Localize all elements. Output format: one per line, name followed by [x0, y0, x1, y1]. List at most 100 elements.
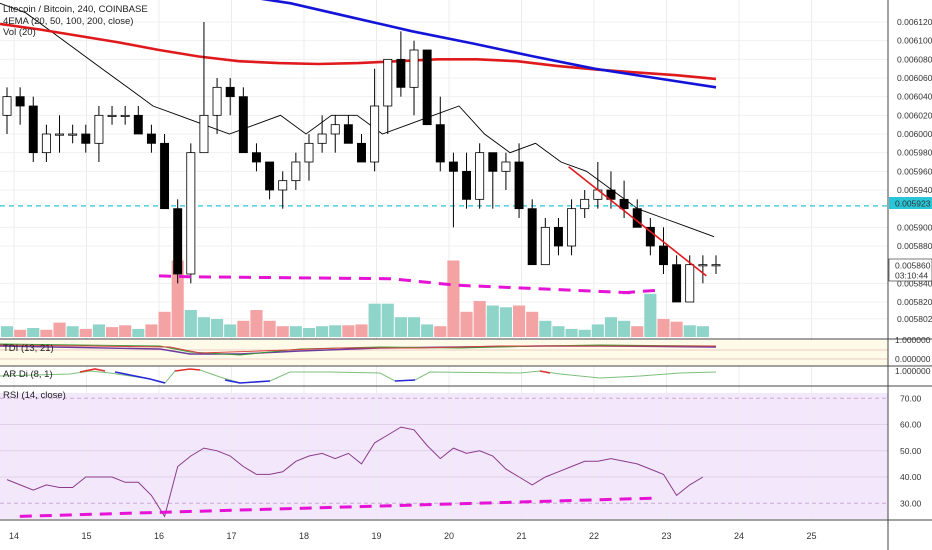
volume-bar	[66, 326, 79, 337]
candle	[567, 199, 577, 256]
candle-body	[553, 226, 563, 247]
candle	[540, 218, 550, 266]
candle-body	[527, 208, 537, 266]
candle-body	[488, 152, 498, 172]
volume-bars	[0, 260, 709, 337]
price-tick-label: 0.006120	[897, 17, 932, 27]
candle	[645, 218, 655, 256]
price-panel[interactable]	[0, 0, 888, 338]
candle	[448, 152, 458, 228]
tdi-panel[interactable]	[0, 340, 888, 366]
price-tick-label: 0.006020	[897, 110, 932, 120]
candle	[41, 124, 51, 162]
volume-bar	[526, 311, 539, 337]
candle-body	[146, 133, 156, 144]
volume-bar	[434, 326, 447, 337]
rsi-legend[interactable]: RSI (14, close)	[3, 390, 66, 401]
candle	[711, 255, 721, 274]
symbol-title: Litecoin / Bitcoin, 240, COINBASE	[3, 4, 148, 15]
ema-fast-line	[0, 2, 715, 238]
rsi-tick-label: 40.00	[900, 472, 922, 482]
candle-body	[698, 264, 708, 267]
candle-body	[278, 180, 288, 191]
candle	[28, 96, 38, 162]
ardi-blue-seg	[394, 379, 416, 382]
candle-body	[540, 226, 550, 266]
candle	[120, 106, 130, 125]
price-divergence-line	[158, 274, 631, 295]
volume-bar	[302, 328, 316, 337]
time-tick-label: 15	[81, 531, 91, 541]
volume-bar	[197, 317, 211, 337]
time-tick-label: 20	[444, 531, 454, 541]
volume-bar	[683, 325, 696, 337]
rsi-divergence-line	[19, 496, 660, 518]
volume-bar	[657, 319, 670, 337]
candle-body	[357, 142, 366, 163]
volume-bar	[499, 307, 512, 337]
ardi-red-seg	[79, 368, 106, 373]
trend-lines[interactable]	[158, 166, 707, 295]
ardi-tick-label: 1.000000	[895, 366, 931, 376]
candle-body	[567, 208, 577, 247]
candle-body	[28, 105, 38, 154]
tdi-tick-label: 0.000000	[895, 354, 931, 364]
rsi-panel[interactable]	[0, 397, 888, 518]
time-tick-label: 25	[806, 531, 816, 541]
time-tick-label: 19	[371, 531, 381, 541]
volume-bar	[578, 329, 591, 337]
volume-bar	[460, 311, 473, 337]
volume-bar	[394, 317, 407, 337]
candle	[186, 143, 196, 284]
volume-bar	[171, 260, 184, 337]
candle	[383, 58, 393, 134]
candle-body	[685, 264, 695, 303]
time-axis[interactable]: 14 15 16 17 18 19 20 21 22 23 24 25	[9, 531, 817, 541]
volume-bar	[211, 319, 224, 337]
candle-body	[251, 152, 261, 163]
price-axis[interactable]: 0.006120 0.006100 0.006080 0.006060 0.006040…	[895, 17, 932, 508]
price-tick-label: 0.006100	[897, 36, 932, 46]
ema-legend[interactable]: 4EMA (20, 50, 100, 200, close)	[3, 16, 134, 27]
ardi-line	[0, 368, 717, 384]
rsi-tick-label: 30.00	[900, 498, 922, 508]
price-tick-label: 0.005880	[897, 241, 932, 251]
candle	[435, 96, 445, 172]
candle	[278, 171, 288, 209]
candle-body	[238, 96, 248, 154]
candle-body	[343, 124, 353, 144]
candle	[173, 199, 183, 284]
volume-bar	[552, 326, 565, 337]
price-tick-label: 0.005980	[897, 148, 932, 158]
candle	[659, 227, 668, 274]
candle	[501, 152, 511, 190]
candle-body	[212, 86, 222, 116]
candle	[462, 152, 472, 209]
rsi-tick-label: 70.00	[900, 393, 922, 403]
candle-body	[475, 152, 485, 200]
volume-bar	[696, 326, 709, 337]
last-price-badge-text: 0.005860	[895, 261, 931, 271]
ardi-red-seg	[539, 370, 551, 374]
level-line-badge-text: 0.005923	[895, 199, 931, 209]
price-tick-label: 0.006000	[897, 129, 932, 139]
candle	[68, 124, 78, 144]
candle	[160, 134, 170, 210]
volume-bar	[342, 325, 355, 337]
volume-bar	[539, 320, 552, 337]
volume-legend[interactable]: Vol (20)	[3, 27, 36, 38]
volume-bar	[276, 326, 289, 337]
ardi-panel[interactable]	[0, 368, 717, 384]
tdi-legend[interactable]: TDI (13, 21)	[3, 343, 54, 354]
ardi-legend[interactable]: AR Di (8, 1)	[3, 369, 53, 380]
candle-body	[68, 133, 78, 136]
candle-body	[199, 114, 209, 154]
candle	[698, 255, 708, 284]
time-tick-label: 22	[589, 531, 599, 541]
candle	[55, 115, 64, 153]
volume-bar	[473, 301, 486, 337]
candle	[15, 87, 25, 125]
candle-body	[291, 161, 301, 182]
volume-bar	[105, 327, 119, 337]
